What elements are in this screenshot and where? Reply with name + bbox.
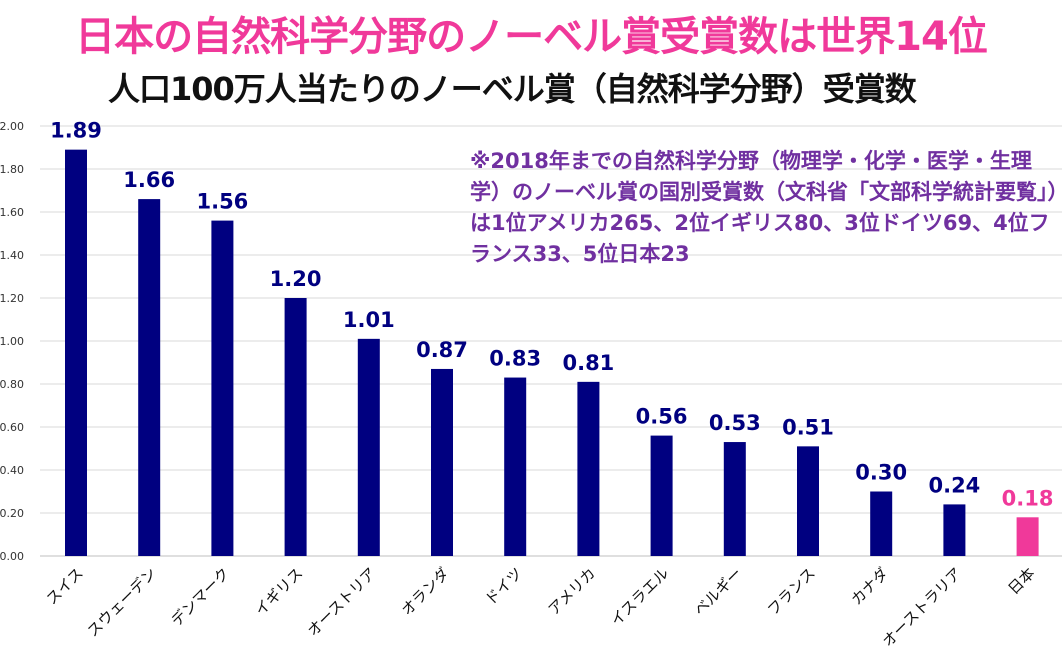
y-tick-label: 0.00 bbox=[0, 550, 24, 563]
bar bbox=[577, 381, 600, 556]
bar bbox=[284, 298, 307, 556]
bar bbox=[650, 435, 673, 556]
x-tick-label: 日本 bbox=[1004, 564, 1038, 598]
bar bbox=[870, 491, 893, 556]
data-label: 0.81 bbox=[562, 351, 614, 375]
y-tick-label: 1.00 bbox=[0, 335, 24, 348]
x-tick-label: オーストリア bbox=[304, 564, 380, 640]
y-tick-label: 0.20 bbox=[0, 507, 24, 520]
data-label: 1.66 bbox=[123, 168, 175, 192]
x-tick-label: イギリス bbox=[251, 564, 306, 619]
data-label: 0.18 bbox=[1002, 486, 1054, 510]
y-tick-label: 1.60 bbox=[0, 206, 24, 219]
y-tick-label: 0.80 bbox=[0, 378, 24, 391]
data-labels: 1.89 1.66 1.56 1.20 1.01 0.87 0.83 0.81 0.56 0.53… bbox=[50, 119, 1053, 511]
chart-title: 日本の自然科学分野のノーベル賞受賞数は世界14位 bbox=[75, 14, 988, 60]
y-tick-label: 0.40 bbox=[0, 464, 24, 477]
y-axis: 0.00 0.20 0.40 0.60 0.80 1.00 1.20 1.40 1.60 1.80… bbox=[0, 120, 24, 563]
bar bbox=[1016, 517, 1039, 556]
x-tick-label: ドイツ bbox=[481, 564, 526, 609]
data-label: 0.87 bbox=[416, 338, 468, 362]
bar bbox=[357, 338, 380, 556]
bar bbox=[211, 220, 234, 556]
x-tick-label: スイス bbox=[43, 564, 87, 608]
y-tick-label: 2.00 bbox=[0, 120, 24, 133]
data-label: 1.56 bbox=[196, 190, 248, 214]
bar bbox=[431, 368, 453, 556]
x-tick-label: デンマーク bbox=[167, 564, 233, 630]
data-label: 0.56 bbox=[636, 405, 688, 429]
data-label: 0.51 bbox=[782, 415, 834, 439]
data-label: 1.89 bbox=[50, 119, 102, 143]
bar bbox=[504, 377, 527, 556]
chart-annotation: ※2018年までの自然科学分野（物理学・化学・医学・生理学）のノーベル賞の国別受… bbox=[470, 149, 1058, 266]
bar bbox=[723, 442, 746, 556]
bars bbox=[65, 149, 1039, 556]
x-tick-label: アメリカ bbox=[545, 564, 600, 619]
y-tick-label: 1.40 bbox=[0, 249, 24, 262]
x-tick-label: フランス bbox=[764, 564, 819, 619]
data-label: 1.20 bbox=[270, 267, 322, 291]
bar bbox=[943, 504, 966, 556]
y-tick-label: 0.60 bbox=[0, 421, 24, 434]
data-label: 0.53 bbox=[709, 411, 761, 435]
x-tick-label: スウェーデン bbox=[84, 564, 160, 640]
data-label: 0.24 bbox=[928, 473, 980, 497]
data-label: 0.30 bbox=[855, 461, 907, 485]
y-tick-label: 1.20 bbox=[0, 292, 24, 305]
bar bbox=[65, 149, 87, 556]
x-tick-label: オランダ bbox=[398, 564, 453, 619]
data-label: 0.83 bbox=[489, 347, 541, 371]
data-label: 1.01 bbox=[343, 308, 395, 332]
y-tick-label: 1.80 bbox=[0, 163, 24, 176]
gridlines bbox=[40, 125, 1062, 557]
x-tick-label: カナダ bbox=[847, 564, 892, 609]
bar bbox=[138, 199, 161, 556]
x-tick-label: ベルギー bbox=[690, 564, 745, 619]
x-tick-label: イスラエル bbox=[607, 564, 672, 629]
bar bbox=[797, 446, 819, 556]
chart-subtitle: 人口100万人当たりのノーベル賞（自然科学分野）受賞数 bbox=[108, 70, 917, 108]
